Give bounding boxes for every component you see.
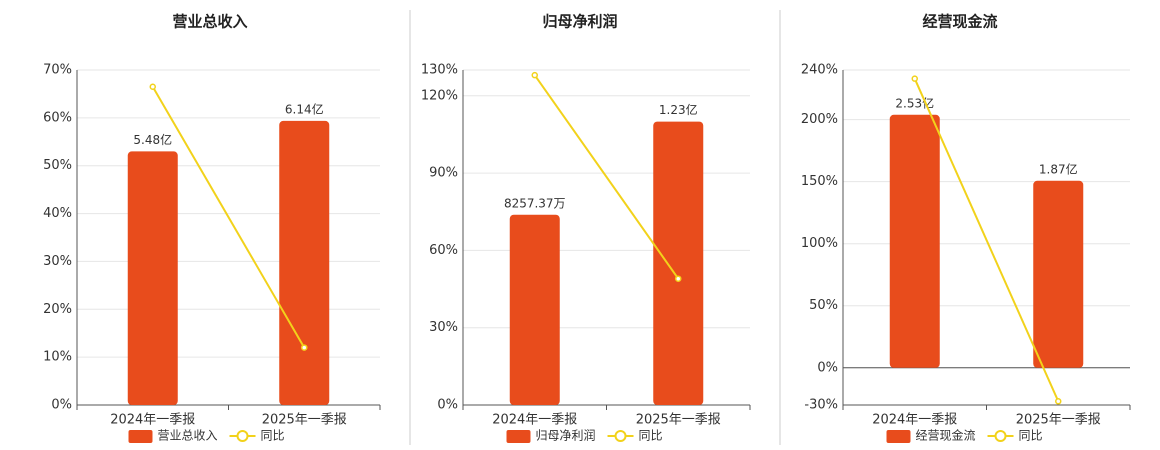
y-tick-label: 30%	[43, 254, 72, 269]
line	[913, 78, 1060, 402]
value-label: 5.48亿	[133, 132, 172, 147]
legend-marker	[614, 430, 627, 442]
chart-title: 经营现金流	[922, 13, 997, 31]
bar	[127, 151, 178, 405]
x-tick-label: 2025年一季报	[1016, 413, 1101, 428]
y-tick-label: 200%	[801, 112, 838, 127]
legend-label: 经营现金流	[916, 428, 976, 443]
legend-label: 营业总收入	[158, 429, 218, 443]
legend-marker	[994, 430, 1007, 442]
bar	[1033, 180, 1084, 368]
line-point	[301, 344, 308, 351]
y-tick-label: 240%	[801, 63, 838, 78]
chart-title: 归母净利润	[542, 13, 617, 31]
chart-title: 营业总收入	[172, 13, 247, 31]
y-tick-label: 0%	[437, 398, 458, 413]
bar	[509, 214, 560, 405]
y-tick-label: 40%	[43, 206, 72, 221]
line-point	[531, 71, 538, 79]
line	[151, 86, 306, 349]
line-point	[149, 83, 156, 90]
line-point	[911, 75, 918, 82]
x-tick-label: 2024年一季报	[872, 413, 957, 428]
y-tick-label: 60%	[429, 243, 458, 258]
value-label: 8257.37万	[504, 196, 566, 210]
y-tick-label: 0%	[51, 398, 72, 413]
y-tick-label: 70%	[43, 63, 72, 78]
x-tick-label: 2025年一季报	[636, 413, 721, 428]
x-tick-label: 2024年一季报	[492, 413, 577, 428]
legend-marker	[236, 430, 249, 442]
x-tick-label: 2024年一季报	[110, 413, 195, 428]
legend-label: 归母净利润	[536, 429, 596, 443]
line	[533, 74, 680, 280]
y-tick-label: 100%	[801, 236, 838, 251]
y-tick-label: 0%	[817, 360, 838, 375]
y-tick-label: 30%	[429, 320, 458, 335]
line-point	[1055, 398, 1062, 405]
y-tick-label: 120%	[421, 88, 458, 103]
legend-swatch	[128, 430, 153, 443]
bar	[889, 114, 940, 368]
x-tick-label: 2025年一季报	[262, 413, 347, 428]
legend-swatch	[886, 430, 911, 443]
y-tick-label: 50%	[43, 158, 72, 173]
y-tick-label: 20%	[43, 302, 72, 317]
legend-label: 同比	[1019, 429, 1043, 443]
line-point	[675, 275, 682, 282]
bar	[653, 121, 704, 406]
y-tick-label: 50%	[809, 298, 838, 313]
y-tick-label: 10%	[43, 350, 72, 365]
y-tick-label: 90%	[429, 166, 458, 181]
value-label: 6.14亿	[285, 101, 324, 116]
bar	[279, 120, 330, 405]
y-tick-label: 150%	[801, 174, 838, 189]
value-label: 1.23亿	[659, 102, 698, 117]
y-tick-label: 130%	[421, 63, 458, 78]
y-tick-label: -30%	[804, 398, 838, 413]
y-tick-label: 60%	[43, 110, 72, 125]
legend-label: 同比	[261, 429, 285, 443]
value-label: 1.87亿	[1039, 161, 1078, 176]
legend-label: 同比	[639, 429, 663, 443]
legend-swatch	[506, 430, 531, 443]
